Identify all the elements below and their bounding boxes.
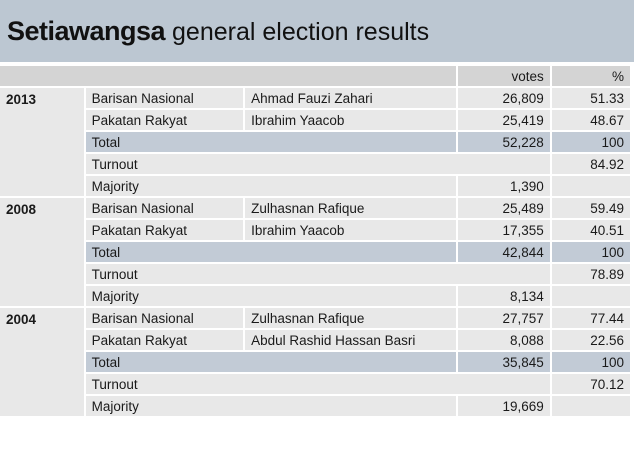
candidate-name: Ibrahim Yaacob	[245, 220, 457, 240]
total-percent: 100	[551, 242, 630, 262]
title-bold: Setiawangsa	[7, 16, 166, 46]
turnout-row: Turnout 78.89	[0, 264, 630, 284]
candidate-name: Ibrahim Yaacob	[245, 110, 457, 130]
votes-value: 25,489	[458, 198, 550, 218]
turnout-label: Turnout	[85, 374, 550, 394]
header-row: votes %	[0, 66, 630, 86]
turnout-percent: 78.89	[551, 264, 630, 284]
candidate-name: Zulhasnan Rafique	[245, 308, 457, 328]
total-votes: 42,844	[458, 242, 550, 262]
majority-percent-blank	[551, 396, 630, 416]
result-row: Pakatan Rakyat Abdul Rashid Hassan Basri 8…	[0, 330, 630, 350]
party-name: Barisan Nasional	[85, 198, 244, 218]
party-name: Barisan Nasional	[85, 308, 244, 328]
party-name: Pakatan Rakyat	[85, 110, 244, 130]
party-name: Pakatan Rakyat	[85, 330, 244, 350]
turnout-percent: 70.12	[551, 374, 630, 394]
title-rest: general election results	[165, 18, 430, 46]
turnout-row: Turnout 70.12	[0, 374, 630, 394]
majority-label: Majority	[85, 176, 457, 196]
majority-row: Majority 8,134	[0, 286, 630, 306]
total-row: Total 42,844 100	[0, 242, 630, 262]
election-year: 2008	[0, 198, 84, 306]
total-votes: 52,228	[458, 132, 550, 152]
turnout-percent: 84.92	[551, 154, 630, 174]
majority-row: Majority 1,390	[0, 176, 630, 196]
total-label: Total	[85, 132, 457, 152]
votes-value: 25,419	[458, 110, 550, 130]
percent-value: 77.44	[551, 308, 630, 328]
header-blank	[0, 66, 457, 86]
votes-value: 26,809	[458, 88, 550, 108]
election-year: 2013	[0, 88, 84, 196]
majority-row: Majority 19,669	[0, 396, 630, 416]
candidate-name: Abdul Rashid Hassan Basri	[245, 330, 457, 350]
majority-percent-blank	[551, 176, 630, 196]
percent-value: 22.56	[551, 330, 630, 350]
percent-value: 48.67	[551, 110, 630, 130]
total-row: Total 35,845 100	[0, 352, 630, 372]
votes-value: 27,757	[458, 308, 550, 328]
percent-value: 40.51	[551, 220, 630, 240]
total-percent: 100	[551, 352, 630, 372]
results-table: votes % 2013 Barisan Nasional Ahmad Fauzi …	[0, 64, 632, 418]
majority-label: Majority	[85, 396, 457, 416]
page-title: Setiawangsa general election results	[7, 14, 429, 49]
turnout-label: Turnout	[85, 264, 550, 284]
majority-votes: 19,669	[458, 396, 550, 416]
votes-value: 8,088	[458, 330, 550, 350]
turnout-label: Turnout	[85, 154, 550, 174]
total-percent: 100	[551, 132, 630, 152]
total-label: Total	[85, 352, 457, 372]
result-row: Pakatan Rakyat Ibrahim Yaacob 25,419 48.67	[0, 110, 630, 130]
result-row: 2008 Barisan Nasional Zulhasnan Rafique 25,…	[0, 198, 630, 306]
result-row: 2013 Barisan Nasional Ahmad Fauzi Zahari 26…	[0, 88, 630, 196]
majority-percent-blank	[551, 286, 630, 306]
candidate-name: Ahmad Fauzi Zahari	[245, 88, 457, 108]
votes-value: 17,355	[458, 220, 550, 240]
candidate-name: Zulhasnan Rafique	[245, 198, 457, 218]
total-row: Total 52,228 100	[0, 132, 630, 152]
party-name: Pakatan Rakyat	[85, 220, 244, 240]
majority-votes: 8,134	[458, 286, 550, 306]
election-year: 2004	[0, 308, 84, 416]
turnout-row: Turnout 84.92	[0, 154, 630, 174]
total-votes: 35,845	[458, 352, 550, 372]
header-pct: %	[551, 66, 630, 86]
total-label: Total	[85, 242, 457, 262]
title-banner: Setiawangsa general election results	[0, 0, 634, 62]
majority-label: Majority	[85, 286, 457, 306]
percent-value: 51.33	[551, 88, 630, 108]
result-row: Pakatan Rakyat Ibrahim Yaacob 17,355 40.51	[0, 220, 630, 240]
result-row: 2004 Barisan Nasional Zulhasnan Rafique 27,…	[0, 308, 630, 416]
party-name: Barisan Nasional	[85, 88, 244, 108]
header-votes: votes	[458, 66, 550, 86]
percent-value: 59.49	[551, 198, 630, 218]
majority-votes: 1,390	[458, 176, 550, 196]
